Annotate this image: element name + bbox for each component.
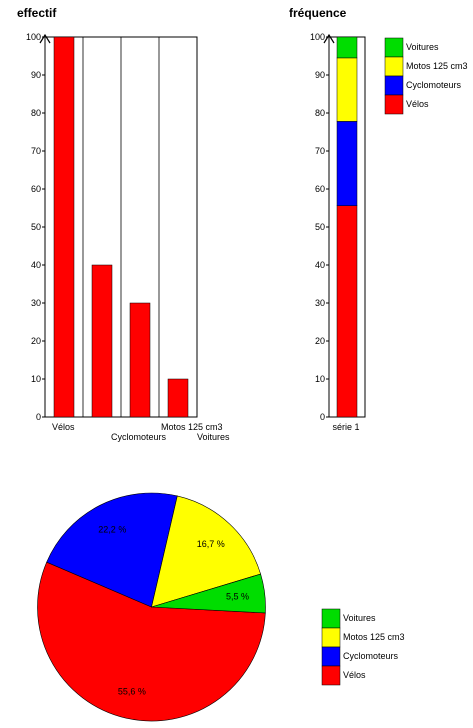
legend-label-pie: Voitures (343, 613, 376, 623)
x-tick-label-frequence: série 1 (332, 422, 359, 432)
chart-title-frequence: fréquence (289, 6, 347, 20)
y-tick-label-frequence: 50 (315, 222, 325, 232)
legend-label-pie: Vélos (343, 670, 366, 680)
y-tick-label-frequence: 90 (315, 70, 325, 80)
y-tick-label-frequence: 30 (315, 298, 325, 308)
y-tick-label-effectif: 90 (31, 70, 41, 80)
stacked-bar-segment (336, 121, 358, 206)
legend-swatch-frequence (384, 94, 404, 115)
bar-effectif (129, 302, 151, 418)
y-tick-label-frequence: 80 (315, 108, 325, 118)
y-tick-label-effectif: 70 (31, 146, 41, 156)
y-tick-label-effectif: 40 (31, 260, 41, 270)
legend-label-frequence: Cyclomoteurs (406, 80, 462, 90)
legend-label-frequence: Voitures (406, 42, 439, 52)
pie-slice-label: 55,6 % (118, 686, 146, 696)
pie-slice (37, 561, 266, 722)
x-tick-label-effectif: Voitures (197, 432, 230, 442)
legend-swatch-pie (321, 627, 341, 648)
legend-label-frequence: Motos 125 cm3 (406, 61, 468, 71)
pie-slice-label: 16,7 % (197, 539, 225, 549)
y-tick-label-effectif: 10 (31, 374, 41, 384)
bar-effectif (91, 264, 113, 418)
pie-slice (46, 492, 178, 608)
legend-swatch-frequence (384, 75, 404, 96)
x-tick-label-effectif: Cyclomoteurs (111, 432, 167, 442)
y-tick-label-frequence: 70 (315, 146, 325, 156)
legend-swatch-frequence (384, 37, 404, 58)
legend-swatch-pie (321, 665, 341, 686)
y-tick-label-frequence: 100 (310, 32, 325, 42)
y-axis-arrow-effectif (39, 33, 51, 44)
pie-slice (151, 573, 266, 614)
legend-swatch-frequence (384, 56, 404, 77)
y-tick-label-frequence: 40 (315, 260, 325, 270)
bar-effectif (167, 378, 189, 418)
y-tick-label-frequence: 60 (315, 184, 325, 194)
x-tick-label-effectif: Vélos (52, 422, 75, 432)
y-tick-label-frequence: 0 (320, 412, 325, 422)
legend-label-pie: Cyclomoteurs (343, 651, 399, 661)
y-axis-arrow-frequence (323, 33, 335, 44)
legend-swatch-pie (321, 646, 341, 667)
y-tick-label-frequence: 10 (315, 374, 325, 384)
y-tick-label-effectif: 100 (26, 32, 41, 42)
stacked-bar-segment (336, 205, 358, 418)
legend-label-pie: Motos 125 cm3 (343, 632, 405, 642)
legend-label-frequence: Vélos (406, 99, 429, 109)
chart-title-effectif: effectif (17, 6, 57, 20)
pie-slice-label: 22,2 % (98, 525, 126, 535)
y-tick-label-effectif: 30 (31, 298, 41, 308)
x-tick-label-effectif: Motos 125 cm3 (161, 422, 223, 432)
pie-slice (151, 495, 262, 608)
y-tick-label-effectif: 80 (31, 108, 41, 118)
legend-swatch-pie (321, 608, 341, 629)
y-tick-label-effectif: 20 (31, 336, 41, 346)
pie-slice-label: 5,5 % (226, 592, 249, 602)
stacked-bar-segment (336, 36, 358, 59)
y-tick-label-effectif: 0 (36, 412, 41, 422)
stacked-bar-segment (336, 57, 358, 122)
y-tick-label-effectif: 60 (31, 184, 41, 194)
y-tick-label-frequence: 20 (315, 336, 325, 346)
bar-effectif (53, 36, 75, 418)
y-tick-label-effectif: 50 (31, 222, 41, 232)
